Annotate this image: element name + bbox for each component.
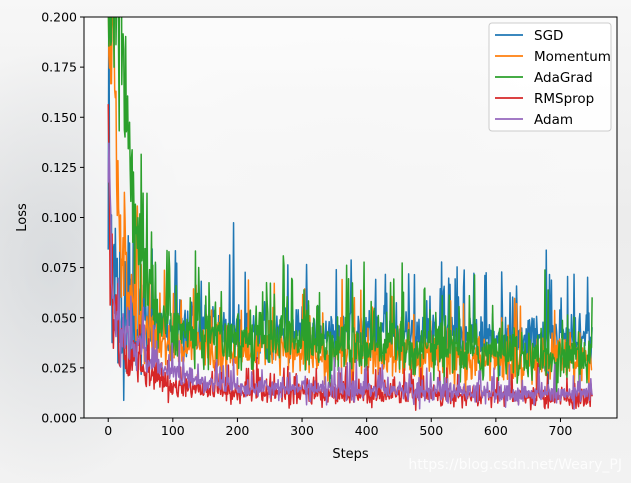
y-tick-label: 0.075 xyxy=(41,260,77,275)
y-tick-label: 0.125 xyxy=(41,160,77,175)
y-tick-label: 0.200 xyxy=(41,10,77,25)
y-axis-label: Loss xyxy=(15,203,30,232)
y-tick-label: 0.100 xyxy=(41,210,77,225)
series-layer xyxy=(107,17,593,411)
legend-entry-sgd: SGD xyxy=(495,28,563,44)
legend-entry-momentum: Momentum xyxy=(495,49,611,65)
legend-label: SGD xyxy=(534,28,563,44)
x-tick-label: 700 xyxy=(549,423,573,438)
legend-entry-rmsprop: RMSprop xyxy=(495,91,594,107)
x-tick-label: 200 xyxy=(226,423,250,438)
legend-box xyxy=(488,22,612,132)
x-tick-label: 300 xyxy=(290,423,314,438)
legend-entry-adam: Adam xyxy=(495,112,573,128)
x-axis-label: Steps xyxy=(332,447,369,462)
legend: SGD Momentum AdaGrad RMSprop Adam xyxy=(488,22,612,132)
legend-label: Momentum xyxy=(534,49,611,65)
x-tick-label: 0 xyxy=(104,423,112,438)
legend-label: RMSprop xyxy=(534,91,594,107)
y-tick-label: 0.000 xyxy=(41,411,77,426)
y-tick-label: 0.175 xyxy=(41,60,77,75)
series-line-adam xyxy=(107,142,593,411)
y-tick-label: 0.150 xyxy=(41,110,77,125)
watermark-text: https://blog.csdn.net/Weary_PJ xyxy=(408,457,622,473)
x-axis-ticks: 0 100 200 300 400 500 600 700 xyxy=(104,418,572,438)
legend-entry-adagrad: AdaGrad xyxy=(495,70,593,86)
legend-label: AdaGrad xyxy=(534,70,593,86)
y-axis-ticks: 0.000 0.025 0.050 0.075 0.100 0.125 0.150 0.175… xyxy=(41,10,84,426)
x-tick-label: 400 xyxy=(355,423,379,438)
x-tick-label: 600 xyxy=(484,423,508,438)
y-tick-label: 0.050 xyxy=(41,310,77,325)
legend-label: Adam xyxy=(534,112,573,128)
series-line-adagrad xyxy=(107,17,593,396)
x-tick-label: 500 xyxy=(419,423,443,438)
x-tick-label: 100 xyxy=(161,423,185,438)
y-tick-label: 0.025 xyxy=(41,360,77,375)
